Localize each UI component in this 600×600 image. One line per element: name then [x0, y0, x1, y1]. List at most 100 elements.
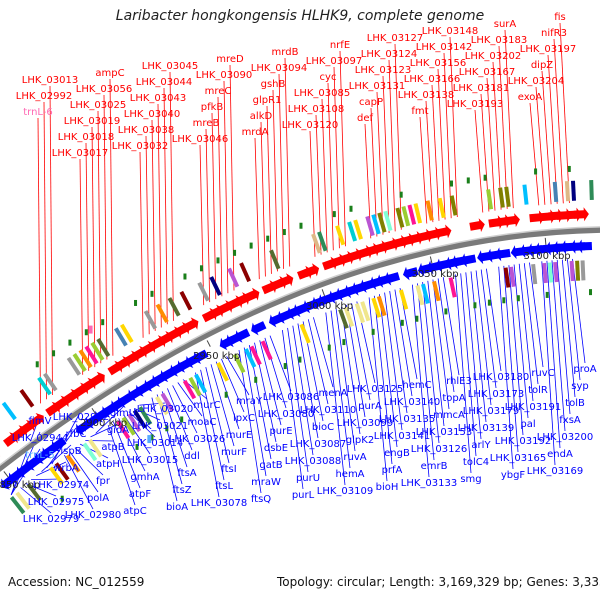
outer-category-bar [209, 276, 222, 296]
outer-category-bar [96, 338, 111, 358]
reverse-callout-line [523, 263, 539, 385]
inner-category-bar [343, 306, 355, 327]
forward-gene-label: LHK_03202 [465, 51, 521, 62]
outer-marker [134, 299, 138, 306]
reverse-callout-line [151, 397, 178, 502]
reverse-gene-label: LHK_03141 [374, 431, 430, 442]
forward-gene-label: mreB [193, 118, 220, 129]
reverse-gene-arrow [534, 242, 550, 257]
inner-category-bar [244, 348, 257, 368]
inner-category-bar [503, 267, 511, 288]
reverse-gene-label: ddl [184, 451, 199, 462]
reverse-gene-label: lpxC [233, 413, 255, 424]
forward-arrow-shape [29, 412, 44, 428]
inner-category-bar [415, 285, 425, 306]
reverse-gene-label: LHK_03099 [337, 418, 393, 429]
reverse-gene-label: tolB [565, 398, 585, 409]
reverse-callout-line [470, 271, 487, 423]
reverse-gene-label: LHK_03140 [384, 397, 440, 408]
inner-category-bar [216, 361, 229, 382]
reverse-gene-arrow [384, 272, 401, 286]
inner-marker [224, 391, 228, 398]
reverse-gene-label: arlY [471, 440, 491, 451]
inner-category-bar [182, 379, 197, 400]
reverse-callout-line [20, 487, 52, 514]
reverse-gene-label: LHK_03165 [490, 453, 546, 464]
accession-label: Accession: NC_012559 [8, 575, 145, 589]
forward-callout-line [474, 109, 484, 213]
reverse-gene-label: purL [292, 490, 315, 501]
reverse-gene-arrow [576, 239, 593, 254]
reverse-callout-line [480, 269, 497, 389]
outer-category-bar [353, 219, 363, 240]
outer-marker [449, 180, 453, 187]
inner-category-bar [249, 345, 262, 366]
forward-gene-label: LHK_03090 [196, 70, 252, 81]
inner-category-bar [121, 416, 136, 436]
outer-marker [101, 319, 105, 326]
reverse-gene-label: endA [547, 449, 573, 460]
forward-callout-line [437, 68, 446, 220]
reverse-gene-arrow [251, 321, 267, 336]
outer-marker [332, 211, 336, 218]
forward-gene-label: gshB [261, 79, 286, 90]
reverse-callout-line [172, 385, 198, 434]
reverse-callout-line [307, 319, 329, 405]
reverse-callout-line [503, 265, 519, 453]
reverse-arrow-shape [234, 328, 251, 343]
forward-callout-line [145, 135, 150, 335]
reverse-gene-label: LHK_03153 [416, 427, 472, 438]
genome-backbone-highlight [0, 226, 600, 467]
reverse-gene-label: LHK_03192 [495, 436, 551, 447]
reverse-gene-label: LHK_03191 [505, 402, 561, 413]
outer-marker [52, 350, 56, 357]
reverse-arrow-shape [251, 321, 267, 336]
reverse-callout-line [210, 364, 235, 447]
inner-marker [150, 434, 154, 441]
reverse-gene-arrow [193, 349, 209, 364]
reverse-gene-label: syp [571, 381, 588, 392]
reverse-callout-line [10, 414, 41, 495]
forward-arrow-shape [244, 287, 260, 302]
trna-marker [88, 325, 93, 334]
outer-category-bar [377, 212, 387, 233]
reverse-arrow-shape [495, 247, 511, 262]
reverse-callout-line [422, 282, 440, 444]
reverse-callout-line [330, 310, 351, 469]
forward-callout-line [109, 78, 114, 356]
forward-callout-line [43, 101, 47, 400]
reverse-callout-line [51, 410, 82, 465]
scale-tick-label: 3000 kbp [306, 301, 353, 312]
outer-category-bar [407, 204, 417, 225]
outer-category-bar [371, 214, 381, 235]
forward-callout-line [205, 128, 211, 303]
inner-marker [135, 443, 139, 450]
outer-category-bar [72, 353, 87, 372]
forward-callout-line [315, 114, 322, 255]
scale-tick-label: 3050 kbp [412, 269, 459, 280]
outer-category-bar [522, 184, 529, 205]
reverse-gene-label: fimV [29, 416, 52, 427]
forward-gene-label: LHK_03040 [124, 109, 180, 120]
forward-callout-line [504, 29, 514, 209]
reverse-gene-label: LHK_03125 [347, 384, 403, 395]
forward-labels: fis nifR3 LHK_03197 dipZ LHK_03204 exoA surA LH… [16, 12, 576, 159]
outer-category-bar [589, 179, 594, 201]
reverse-callout-line [556, 259, 571, 415]
reverse-gene-label: murE [226, 430, 253, 441]
scale-tick-mark [206, 340, 211, 347]
inner-category-bar [260, 340, 273, 361]
forward-callout-line [266, 105, 272, 274]
forward-callout-line [547, 54, 558, 204]
inner-marker [545, 291, 549, 298]
reverse-gene-label: mraY [236, 396, 263, 407]
feature-tracks [0, 165, 594, 515]
reverse-callout-line [513, 264, 529, 419]
outer-category-bar [120, 323, 134, 344]
scale-tick-label: 3100 kbp [524, 251, 571, 262]
outer-category-bar [504, 186, 511, 207]
reverse-callout-line [205, 367, 230, 464]
reverse-callout-line [167, 388, 193, 451]
forward-gene-label: LHK_03142 [416, 42, 472, 53]
reverse-gene-label: smg [460, 474, 481, 485]
